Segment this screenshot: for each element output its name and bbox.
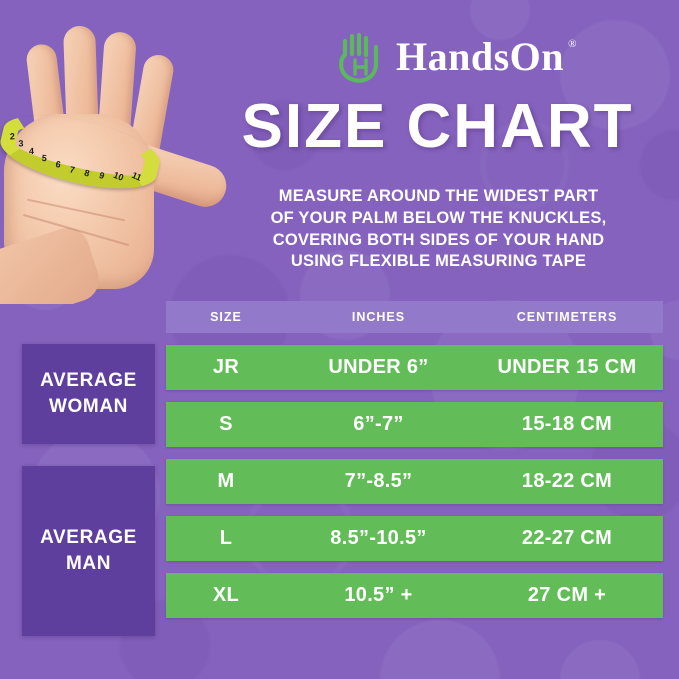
column-header-size: SIZE: [210, 310, 242, 324]
instructions-line: COVERING BOTH SIDES OF YOUR HAND: [272, 230, 605, 249]
hand-logo-icon: [336, 30, 384, 84]
table-row: L 8.5”-10.5” 22-27 CM: [166, 516, 663, 561]
brand-name: HandsOn ®: [396, 34, 577, 79]
page-title: SIZE CHART: [241, 92, 634, 161]
average-man-line2: MAN: [65, 553, 112, 574]
cell-centimeters: UNDER 15 CM: [497, 356, 637, 378]
cell-size: L: [219, 527, 233, 549]
table-row: M 7”-8.5” 18-22 CM: [166, 459, 663, 504]
brand-lockup: HandsOn ®: [336, 30, 577, 84]
average-woman-line2: WOMAN: [49, 396, 128, 417]
cell-centimeters: 15-18 CM: [521, 413, 613, 435]
table-row: JR UNDER 6” UNDER 15 CM: [166, 345, 663, 390]
instructions-text: MEASURE AROUND THE WIDEST PART OF YOUR P…: [214, 186, 663, 273]
column-header-centimeters: CENTIMETERS: [516, 310, 618, 324]
average-woman-line1: AVERAGE: [40, 370, 137, 392]
bg-bubble: [250, 100, 320, 170]
cell-inches: 6”-7”: [353, 413, 404, 435]
cell-centimeters: 18-22 CM: [521, 470, 613, 492]
cell-inches: 10.5” +: [344, 584, 413, 606]
bg-bubble: [380, 620, 500, 679]
table-row: XL 10.5” + 27 CM +: [166, 573, 663, 618]
cell-centimeters: 22-27 CM: [521, 527, 613, 549]
cell-inches: 8.5”-10.5”: [330, 527, 427, 549]
bg-bubble: [560, 640, 640, 679]
table-header-row: SIZE INCHES CENTIMETERS: [166, 301, 663, 333]
column-header-inches: INCHES: [351, 310, 406, 324]
size-chart-table: SIZE INCHES CENTIMETERS JR UNDER 6” UNDE…: [166, 301, 663, 618]
brand-name-text: HandsOn: [396, 34, 565, 79]
cell-size: S: [219, 413, 233, 435]
cell-inches: UNDER 6”: [328, 356, 429, 378]
instructions-line: USING FLEXIBLE MEASURING TAPE: [290, 252, 587, 271]
registered-trademark-icon: ®: [568, 38, 578, 50]
hand-measurement-photo: 2 3 4 5 6 7 8 9 10 11: [0, 4, 236, 304]
instructions-line: OF YOUR PALM BELOW THE KNUCKLES,: [270, 208, 607, 227]
cell-size: JR: [212, 356, 240, 378]
instructions-line: MEASURE AROUND THE WIDEST PART: [278, 187, 599, 205]
cell-size: XL: [212, 584, 240, 606]
cell-size: M: [217, 470, 235, 492]
table-row: S 6”-7” 15-18 CM: [166, 402, 663, 447]
cell-inches: 7”-8.5”: [344, 470, 413, 492]
bg-bubble: [480, 120, 570, 210]
average-woman-label: AVERAGE WOMAN: [22, 344, 155, 444]
average-man-line1: AVERAGE: [40, 527, 137, 549]
cell-centimeters: 27 CM +: [527, 584, 607, 606]
average-man-label: AVERAGE MAN: [22, 466, 155, 636]
bg-bubble: [560, 20, 670, 130]
